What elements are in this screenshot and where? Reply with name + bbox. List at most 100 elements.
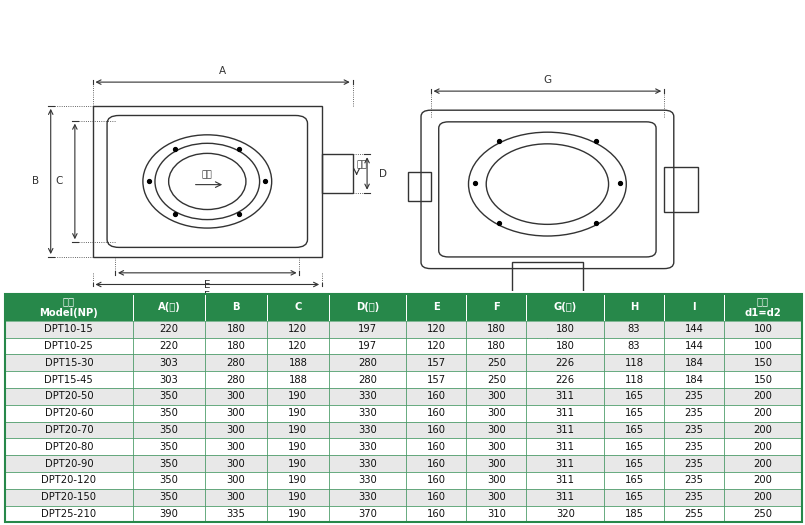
Text: D(高): D(高) (356, 302, 379, 312)
Bar (205, 321, 267, 338)
Bar (205, 489, 267, 506)
Text: DPT20-120: DPT20-120 (41, 476, 97, 486)
Bar (466, 388, 526, 405)
Text: E: E (204, 280, 211, 290)
Bar (526, 321, 604, 338)
Text: 226: 226 (555, 375, 575, 385)
Bar (664, 506, 724, 522)
Text: 180: 180 (227, 341, 246, 351)
Bar (724, 388, 802, 405)
Bar (466, 405, 526, 422)
Text: 311: 311 (555, 492, 575, 502)
Text: 157: 157 (427, 375, 446, 385)
Text: 100: 100 (753, 341, 772, 351)
Text: 300: 300 (487, 425, 506, 435)
Text: 300: 300 (227, 476, 246, 486)
Text: 160: 160 (427, 492, 446, 502)
Text: 190: 190 (288, 509, 308, 519)
Text: DPT20-60: DPT20-60 (44, 408, 93, 418)
Text: H: H (630, 302, 638, 312)
Text: 335: 335 (227, 509, 246, 519)
Text: 100: 100 (753, 324, 772, 334)
Text: DPT15-30: DPT15-30 (44, 358, 93, 368)
Bar (526, 388, 604, 405)
Bar (664, 422, 724, 438)
Text: 160: 160 (427, 425, 446, 435)
Text: 300: 300 (227, 492, 246, 502)
Bar (133, 472, 205, 489)
Text: 235: 235 (684, 392, 704, 402)
Text: 83: 83 (628, 324, 640, 334)
Bar (526, 371, 604, 388)
Bar (133, 371, 205, 388)
Bar (407, 455, 466, 472)
Bar (724, 321, 802, 338)
Bar (133, 438, 205, 455)
Text: E: E (433, 302, 440, 312)
Bar (328, 455, 407, 472)
Bar (5, 506, 133, 522)
Text: 165: 165 (625, 492, 644, 502)
Text: I: I (692, 302, 696, 312)
Text: 311: 311 (555, 408, 575, 418)
Text: 185: 185 (625, 509, 643, 519)
Bar (407, 388, 466, 405)
Text: 350: 350 (159, 442, 179, 452)
Text: 165: 165 (625, 442, 644, 452)
Text: 350: 350 (159, 459, 179, 469)
Bar (604, 294, 664, 321)
Text: 280: 280 (227, 375, 246, 385)
Bar (5, 388, 133, 405)
Text: 300: 300 (487, 442, 506, 452)
Bar (267, 455, 328, 472)
Text: 180: 180 (227, 324, 246, 334)
Text: 300: 300 (227, 442, 246, 452)
Text: 出风: 出风 (357, 161, 367, 170)
Text: 165: 165 (625, 425, 644, 435)
Bar (133, 321, 205, 338)
Bar (5, 321, 133, 338)
Bar (205, 294, 267, 321)
Bar (724, 405, 802, 422)
Text: 200: 200 (753, 459, 772, 469)
Text: 190: 190 (288, 459, 308, 469)
Bar (328, 506, 407, 522)
Text: 200: 200 (753, 476, 772, 486)
Text: 311: 311 (555, 476, 575, 486)
Text: 190: 190 (288, 392, 308, 402)
Bar (664, 438, 724, 455)
Text: 300: 300 (227, 408, 246, 418)
Text: 160: 160 (427, 442, 446, 452)
Bar (526, 338, 604, 354)
Text: 160: 160 (427, 392, 446, 402)
Bar (267, 294, 328, 321)
Bar (408, 172, 431, 201)
Bar (407, 422, 466, 438)
Text: 300: 300 (487, 476, 506, 486)
Bar (407, 472, 466, 489)
Bar (267, 321, 328, 338)
Bar (526, 422, 604, 438)
Bar (724, 354, 802, 371)
Bar (407, 321, 466, 338)
Bar (604, 371, 664, 388)
Text: 165: 165 (625, 408, 644, 418)
Bar (664, 455, 724, 472)
Text: 311: 311 (555, 392, 575, 402)
Bar (466, 371, 526, 388)
Text: 200: 200 (753, 408, 772, 418)
Bar (205, 338, 267, 354)
Bar (466, 422, 526, 438)
Bar (724, 489, 802, 506)
Bar (526, 438, 604, 455)
Bar (664, 405, 724, 422)
Text: 120: 120 (288, 324, 308, 334)
Bar (5, 405, 133, 422)
Bar (205, 506, 267, 522)
Text: 250: 250 (753, 509, 773, 519)
Text: 350: 350 (159, 425, 179, 435)
Text: 180: 180 (555, 341, 575, 351)
Bar (328, 321, 407, 338)
Bar (604, 489, 664, 506)
Text: 350: 350 (159, 492, 179, 502)
